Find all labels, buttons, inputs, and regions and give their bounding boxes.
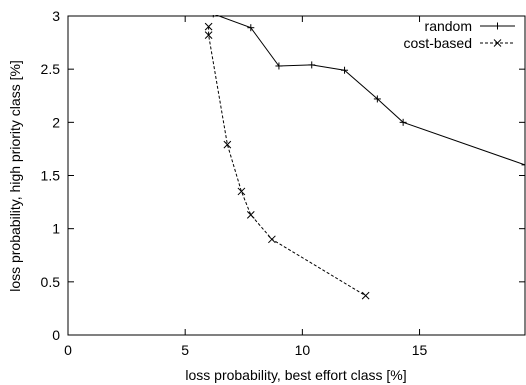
y-tick-label: 2.5 xyxy=(41,61,61,77)
x-axis-label: loss probability, best effort class [%] xyxy=(185,367,406,383)
legend-marker-cost-based-d2 xyxy=(493,39,502,47)
y-tick-label: 0 xyxy=(52,327,60,343)
data-point-cost-based-d2 xyxy=(246,210,255,219)
y-tick-label: 2 xyxy=(52,114,60,130)
data-point-cost-based-d2 xyxy=(237,187,246,196)
x-tick-label: 0 xyxy=(64,342,72,358)
y-axis-label: loss probability, high priority class [%… xyxy=(7,60,23,292)
series-line-cost-based xyxy=(208,26,366,297)
data-point-cost-based-d2 xyxy=(223,140,232,149)
plot-frame xyxy=(67,15,526,336)
data-point-cost-based-d2 xyxy=(204,22,213,31)
series-random xyxy=(212,15,525,169)
y-axis-ticks: 0 0.5 1 1.5 2 2.5 3 xyxy=(41,8,525,343)
data-point-cost-based-d2 xyxy=(204,31,213,39)
y-tick-label: 0.5 xyxy=(41,274,61,290)
plot-border xyxy=(67,15,526,336)
y-tick-label: 1 xyxy=(52,221,60,237)
series-lines xyxy=(204,15,525,300)
x-tick-label: 10 xyxy=(295,342,311,358)
series-line-random xyxy=(214,15,525,166)
y-tick-label: 3 xyxy=(52,8,60,24)
x-tick-label: 15 xyxy=(412,342,428,358)
legend-label-random: random xyxy=(425,18,472,34)
series-cost-based xyxy=(204,22,370,300)
data-point-cost-based-d2 xyxy=(361,291,370,300)
x-axis-ticks: 0 5 10 15 xyxy=(64,16,428,358)
y-tick-label: 1.5 xyxy=(41,168,61,184)
legend-label-cost-based: cost-based xyxy=(404,35,472,51)
x-tick-label: 5 xyxy=(181,342,189,358)
data-point-cost-based-d2 xyxy=(268,235,276,244)
